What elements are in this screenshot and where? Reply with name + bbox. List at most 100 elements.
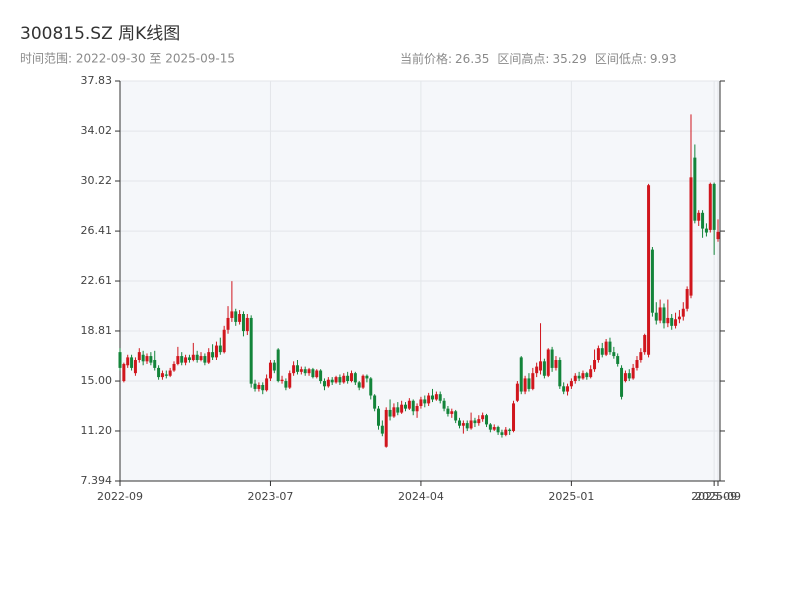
candle-body bbox=[704, 228, 708, 233]
candle-body bbox=[361, 375, 365, 388]
candle-body bbox=[623, 373, 627, 382]
candle-body bbox=[176, 356, 180, 364]
candle-body bbox=[284, 381, 288, 388]
y-tick-label: 30.22 bbox=[81, 174, 113, 187]
candle-body bbox=[261, 384, 265, 391]
candle-body bbox=[311, 369, 315, 378]
y-tick-label: 37.83 bbox=[81, 74, 113, 87]
candle-body bbox=[133, 360, 137, 374]
candle-body bbox=[515, 383, 519, 401]
candle-body bbox=[716, 231, 720, 240]
candle-body bbox=[145, 356, 149, 362]
candle-body bbox=[685, 289, 689, 309]
candle-body bbox=[357, 382, 361, 388]
candle-body bbox=[126, 357, 130, 366]
y-tick-label: 22.61 bbox=[81, 274, 113, 287]
candle-body bbox=[434, 394, 438, 400]
candle-body bbox=[500, 432, 504, 435]
candle-body bbox=[419, 399, 423, 407]
stat-value: 9.93 bbox=[650, 52, 677, 66]
candle-body bbox=[130, 357, 134, 368]
candle-body bbox=[257, 384, 261, 389]
candle-body bbox=[558, 360, 562, 387]
candle-body bbox=[207, 352, 211, 363]
candle-body bbox=[542, 361, 546, 376]
candle-body bbox=[168, 370, 172, 376]
candle-body bbox=[369, 378, 373, 396]
candle-body bbox=[693, 157, 697, 221]
candle-body bbox=[577, 375, 581, 379]
candle-body bbox=[620, 367, 624, 397]
candle-body bbox=[616, 356, 620, 364]
candle-body bbox=[461, 423, 465, 426]
candle-body bbox=[446, 408, 450, 414]
candle-body bbox=[241, 314, 245, 332]
candle-body bbox=[191, 354, 195, 361]
candle-body bbox=[330, 379, 334, 383]
candle-body bbox=[230, 311, 234, 318]
candle-body bbox=[654, 312, 658, 321]
candle-body bbox=[527, 378, 531, 389]
candle-body bbox=[573, 375, 577, 382]
candle-body bbox=[492, 427, 496, 430]
candle-body bbox=[701, 212, 705, 229]
candle-body bbox=[218, 345, 222, 353]
y-tick-label: 15.00 bbox=[81, 374, 113, 387]
chart-subtitle: 时间范围: 2022-09-30 至 2025-09-15 bbox=[20, 52, 235, 66]
candle-body bbox=[319, 370, 323, 382]
x-tick-label: 2025-01 bbox=[548, 490, 594, 503]
candle-body bbox=[585, 373, 589, 378]
candle-body bbox=[708, 183, 712, 230]
x-tick-label: 2025-09 bbox=[695, 490, 741, 503]
candle-body bbox=[627, 373, 631, 379]
candle-body bbox=[292, 365, 296, 374]
candle-body bbox=[531, 373, 535, 389]
candle-body bbox=[376, 408, 380, 426]
candle-body bbox=[160, 373, 164, 378]
chart-title: 300815.SZ 周K线图 bbox=[20, 24, 180, 44]
candle-body bbox=[677, 316, 681, 320]
candle-body bbox=[315, 370, 319, 378]
candle-body bbox=[427, 395, 431, 404]
candle-body bbox=[137, 352, 141, 361]
candle-body bbox=[265, 378, 269, 391]
candle-body bbox=[334, 377, 338, 383]
candle-body bbox=[566, 386, 570, 392]
candle-body bbox=[604, 341, 608, 355]
candle-body bbox=[272, 362, 276, 371]
candle-body bbox=[303, 369, 307, 374]
candle-body bbox=[411, 400, 415, 412]
y-tick-label: 26.41 bbox=[81, 224, 113, 237]
candle-body bbox=[365, 375, 369, 379]
y-tick-label: 11.20 bbox=[81, 424, 113, 437]
candle-body bbox=[373, 395, 377, 409]
stat-label: 区间低点: bbox=[595, 52, 647, 66]
candle-body bbox=[184, 357, 188, 363]
candle-body bbox=[469, 420, 473, 429]
candle-body bbox=[596, 348, 600, 361]
stats: 当前价格: 26.35 区间高点: 35.29 区间低点: 9.93 bbox=[400, 51, 677, 66]
candle-body bbox=[253, 383, 257, 389]
candle-body bbox=[450, 411, 454, 414]
candle-body bbox=[593, 360, 597, 370]
candle-body bbox=[249, 317, 253, 384]
candle-body bbox=[488, 424, 492, 430]
candle-body bbox=[353, 373, 357, 383]
candle-body bbox=[141, 354, 145, 362]
candle-body bbox=[523, 378, 527, 392]
candle-body bbox=[149, 356, 153, 363]
candle-body bbox=[608, 341, 612, 353]
candle-body bbox=[122, 363, 126, 382]
candle-body bbox=[697, 212, 701, 221]
candle-body bbox=[650, 249, 654, 313]
y-tick-label: 34.02 bbox=[81, 124, 113, 137]
x-tick-label: 2025-09 bbox=[691, 490, 737, 503]
candle-body bbox=[211, 352, 215, 358]
stat-value: 35.29 bbox=[552, 52, 586, 66]
candle-body bbox=[423, 399, 427, 404]
candle-body bbox=[187, 357, 191, 361]
stat-label: 当前价格: bbox=[400, 51, 452, 66]
candle-body bbox=[662, 307, 666, 324]
candle-body bbox=[396, 407, 400, 413]
candle-body bbox=[299, 369, 303, 372]
